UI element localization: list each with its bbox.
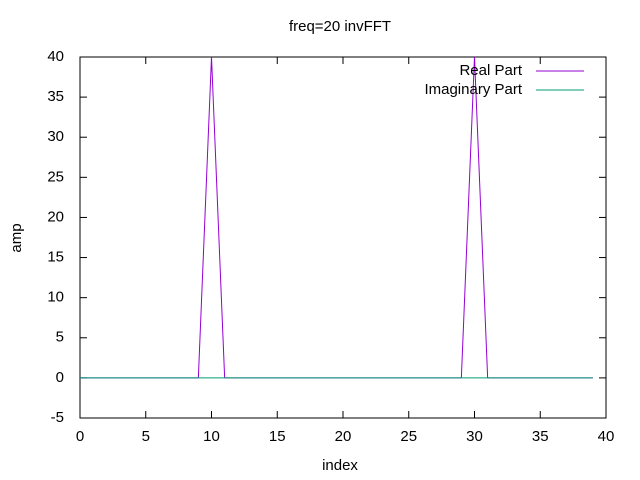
x-tick-label: 25 (400, 428, 417, 445)
x-tick-label: 10 (203, 428, 220, 445)
x-tick-label: 40 (598, 428, 615, 445)
y-tick-label: 15 (47, 249, 64, 266)
y-tick-label: 30 (47, 128, 64, 145)
y-tick-label: 0 (56, 369, 64, 386)
legend-label: Real Part (459, 62, 522, 79)
x-tick-label: 0 (76, 428, 84, 445)
x-axis-label: index (322, 457, 358, 474)
y-tick-label: 20 (47, 208, 64, 225)
series-line (80, 56, 593, 379)
x-tick-label: 20 (335, 428, 352, 445)
y-axis-label: amp (8, 223, 25, 252)
x-tick-label: 15 (269, 428, 286, 445)
x-tick-label: 30 (466, 428, 483, 445)
x-tick-label: 35 (532, 428, 549, 445)
legend-label: Imaginary Part (424, 81, 522, 98)
plot-border (79, 56, 607, 419)
chart-title: freq=20 invFFT (289, 18, 391, 35)
x-tick-label: 5 (142, 428, 150, 445)
y-tick-label: -5 (51, 409, 64, 426)
y-tick-label: 35 (47, 88, 64, 105)
y-tick-label: 40 (47, 48, 64, 65)
y-tick-label: 5 (56, 329, 64, 346)
y-tick-label: 25 (47, 168, 64, 185)
y-tick-label: 10 (47, 289, 64, 306)
